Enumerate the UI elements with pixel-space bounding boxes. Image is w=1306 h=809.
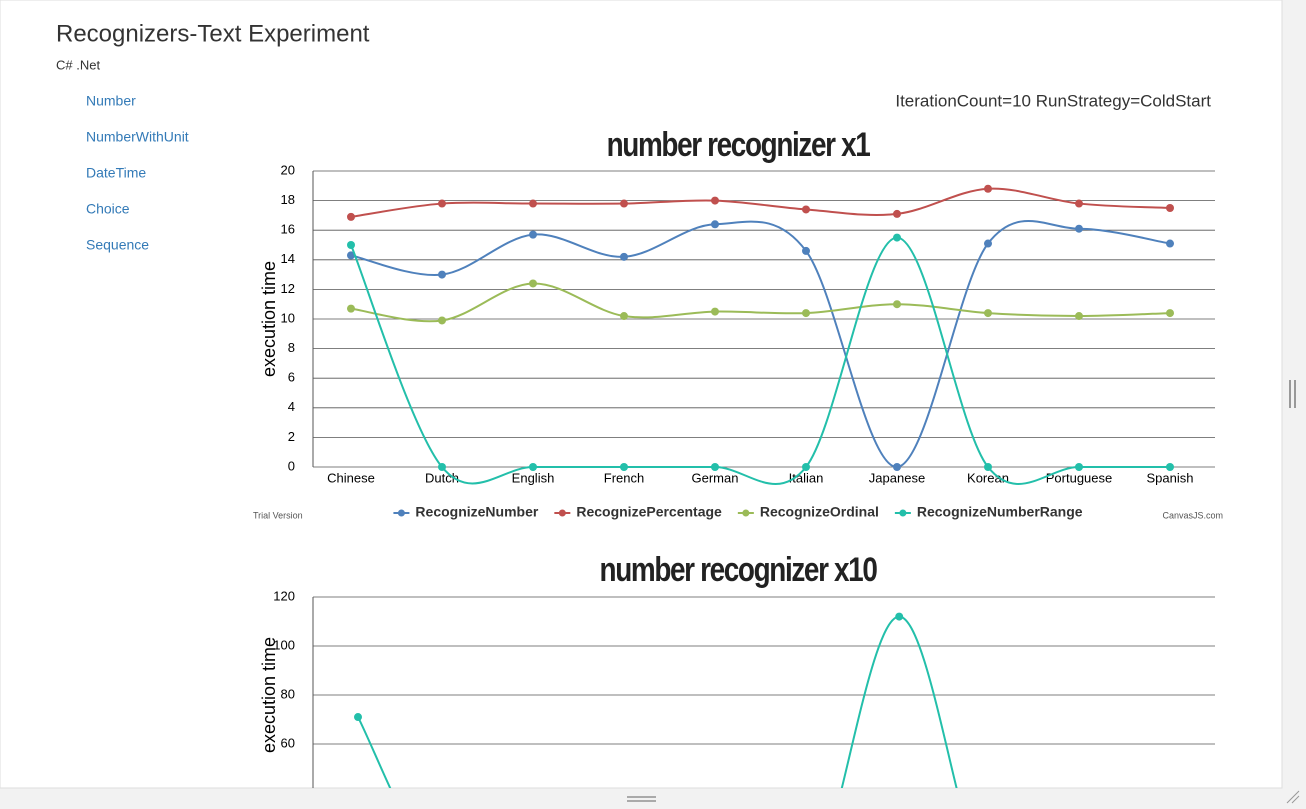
y-axis-title: execution time xyxy=(259,637,279,753)
data-point xyxy=(438,199,446,208)
data-point xyxy=(529,199,537,208)
data-point xyxy=(1075,199,1083,208)
y-axis-title: execution time xyxy=(259,261,279,377)
data-point xyxy=(802,246,810,255)
y-tick-label: 20 xyxy=(281,162,295,177)
x-tick-label: Japanese xyxy=(869,470,925,485)
x-tick-label: Spanish xyxy=(1147,470,1194,485)
data-point xyxy=(438,463,446,471)
legend-swatch xyxy=(397,509,405,517)
page-subtitle: C# .Net xyxy=(56,57,100,72)
credit: CanvasJS.com xyxy=(1162,510,1223,520)
data-point xyxy=(711,196,719,205)
data-point xyxy=(711,463,719,471)
data-point xyxy=(1075,312,1083,321)
chart-title: number recognizer x1 xyxy=(607,125,871,163)
legend-label: RecognizeNumberRange xyxy=(917,504,1083,520)
data-point xyxy=(1166,204,1174,212)
panel xyxy=(0,0,1283,789)
data-point xyxy=(711,307,719,316)
data-point xyxy=(802,309,810,318)
data-point xyxy=(347,251,355,260)
run-info: IterationCount=10 RunStrategy=ColdStart xyxy=(895,91,1211,110)
data-point xyxy=(529,463,537,471)
data-point xyxy=(1166,463,1174,471)
x-tick-label: French xyxy=(604,470,644,485)
y-tick-label: 6 xyxy=(288,370,295,385)
x-tick-label: English xyxy=(512,470,555,485)
y-tick-label: 0 xyxy=(288,458,295,473)
data-point xyxy=(802,463,810,471)
page-title: Recognizers-Text Experiment xyxy=(56,20,370,47)
data-point xyxy=(895,612,904,621)
legend-label: RecognizePercentage xyxy=(576,504,722,520)
data-point xyxy=(711,220,719,229)
chart-title: number recognizer x10 xyxy=(600,550,878,588)
data-point xyxy=(984,239,992,248)
data-point xyxy=(1075,224,1083,233)
data-point xyxy=(354,713,362,722)
y-tick-label: 100 xyxy=(273,637,295,652)
data-point xyxy=(1166,309,1174,318)
data-point xyxy=(438,270,446,279)
x-tick-label: Chinese xyxy=(327,470,375,485)
y-tick-label: 18 xyxy=(281,192,295,207)
data-point xyxy=(620,199,628,208)
y-tick-label: 16 xyxy=(281,222,295,237)
y-tick-label: 80 xyxy=(281,686,295,701)
scroll-grip[interactable] xyxy=(1294,380,1296,408)
data-point xyxy=(984,463,992,471)
nav-link[interactable]: Number xyxy=(86,93,136,109)
data-point xyxy=(984,184,992,193)
y-tick-label: 8 xyxy=(288,340,295,355)
legend-swatch xyxy=(899,509,907,517)
legend-swatch xyxy=(558,509,566,517)
data-point xyxy=(438,316,446,325)
series-line xyxy=(350,236,1170,485)
y-tick-label: 4 xyxy=(288,399,295,414)
y-tick-label: 120 xyxy=(273,588,295,603)
data-point xyxy=(529,230,537,239)
data-point xyxy=(893,300,901,309)
data-point xyxy=(893,233,901,242)
x-tick-label: Korean xyxy=(967,470,1009,485)
legend-label: RecognizeNumber xyxy=(415,504,538,520)
x-tick-label: German xyxy=(692,470,739,485)
data-point xyxy=(620,463,628,471)
data-point xyxy=(620,252,628,261)
watermark: Trial Version xyxy=(253,510,303,520)
y-tick-label: 10 xyxy=(281,310,295,325)
nav-link[interactable]: DateTime xyxy=(86,165,146,181)
corner-grip[interactable] xyxy=(1286,790,1300,804)
legend-swatch xyxy=(742,509,750,517)
x-tick-label: Portuguese xyxy=(1046,470,1113,485)
series-line xyxy=(350,187,1171,218)
data-point xyxy=(347,241,355,249)
data-point xyxy=(984,309,992,318)
y-tick-label: 2 xyxy=(288,429,295,444)
nav-link[interactable]: NumberWithUnit xyxy=(86,129,189,145)
nav-link[interactable]: Sequence xyxy=(86,237,149,253)
legend-label: RecognizeOrdinal xyxy=(760,504,879,520)
nav-link[interactable]: Choice xyxy=(86,201,130,217)
data-point xyxy=(893,209,901,218)
data-point xyxy=(893,463,901,471)
data-point xyxy=(347,304,355,313)
content: number recognizer x102468101214161820exe… xyxy=(253,125,1223,788)
data-point xyxy=(347,212,355,221)
data-point xyxy=(529,279,537,288)
scroll-grip[interactable] xyxy=(1289,380,1291,408)
y-tick-label: 14 xyxy=(281,251,295,266)
y-tick-label: 60 xyxy=(281,735,295,750)
series-line xyxy=(350,282,1171,323)
data-point xyxy=(1166,239,1174,248)
data-point xyxy=(1075,463,1083,471)
data-point xyxy=(802,205,810,214)
x-tick-label: Italian xyxy=(789,470,824,485)
y-tick-label: 12 xyxy=(281,281,295,296)
data-point xyxy=(620,312,628,321)
